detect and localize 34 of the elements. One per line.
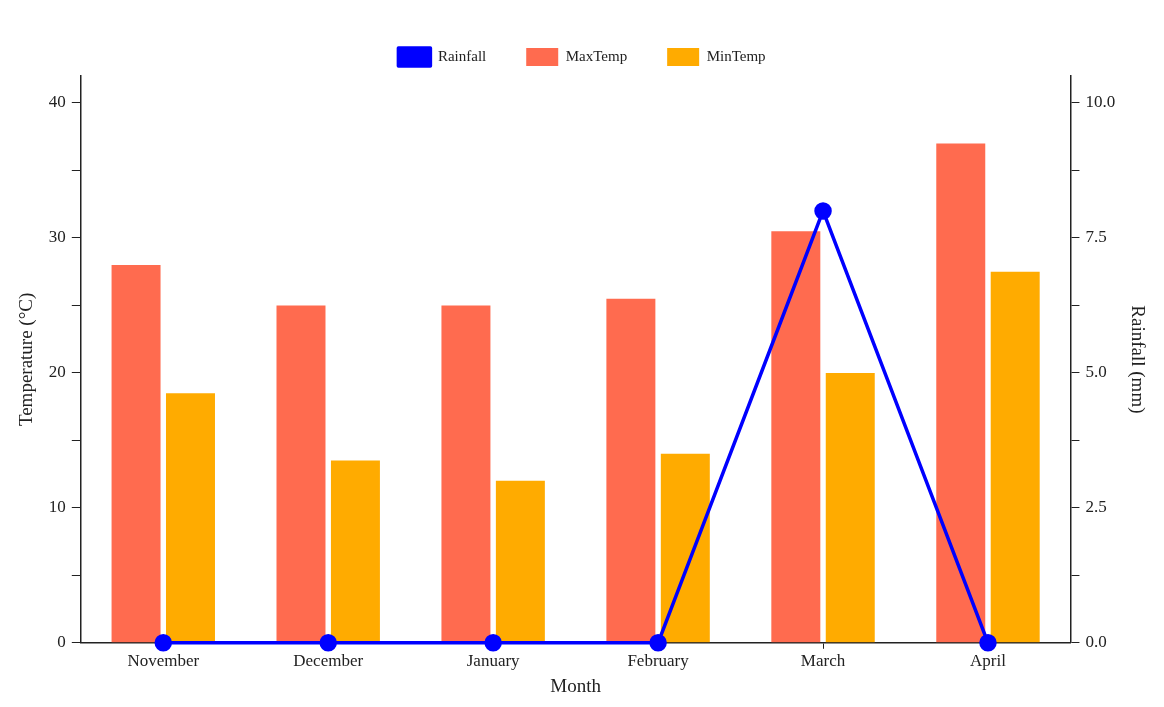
bar <box>771 231 821 643</box>
bar <box>111 264 161 643</box>
x-axis-title: Month <box>550 674 602 696</box>
y2-tick-label: 10.0 <box>1085 92 1116 112</box>
legend-label: MaxTemp <box>565 47 628 64</box>
y2-axis-title: Rainfall (mm) <box>1126 305 1149 414</box>
y-tick-label: 10 <box>48 497 66 517</box>
bar <box>990 271 1040 643</box>
x-tick-label: March <box>800 651 846 671</box>
legend-label: Rainfall <box>437 47 487 64</box>
bar <box>660 453 710 643</box>
bar <box>825 372 875 643</box>
bar <box>495 480 545 643</box>
y-tick-label: 20 <box>48 362 66 382</box>
y-axis-title: Temperature (°C) <box>15 292 38 427</box>
y2-tick-label: 2.5 <box>1085 497 1107 517</box>
y-tick-label: 40 <box>48 92 66 112</box>
y-tick-label: 0 <box>57 632 66 652</box>
y-tick-label: 30 <box>48 227 66 247</box>
x-tick-label: December <box>293 651 364 671</box>
y2-tick-label: 0.0 <box>1085 632 1107 652</box>
bar <box>936 143 986 643</box>
x-tick-label: January <box>466 651 521 671</box>
x-tick-label: April <box>970 651 1007 671</box>
x-tick-label: November <box>127 651 200 671</box>
bar <box>330 460 380 643</box>
x-tick-label: February <box>627 651 690 671</box>
bar <box>441 305 491 643</box>
bar <box>165 393 215 643</box>
y2-tick-label: 7.5 <box>1085 227 1107 247</box>
legend-label: MinTemp <box>706 47 766 64</box>
y2-tick-label: 5.0 <box>1085 362 1107 382</box>
bar <box>276 305 326 643</box>
bar <box>606 298 656 643</box>
